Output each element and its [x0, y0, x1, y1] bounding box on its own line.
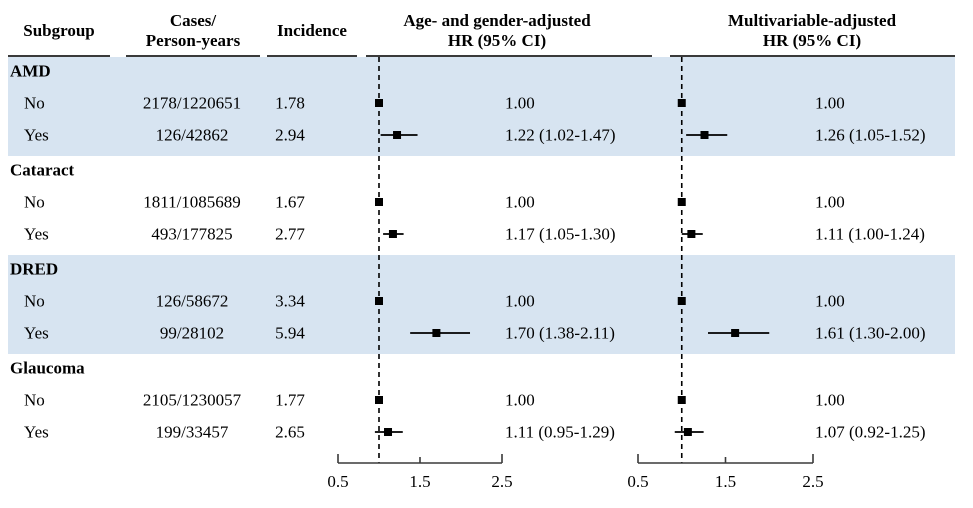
header-panel2-line2: HR (95% CI)	[762, 31, 862, 50]
row-cases: 493/177825	[151, 224, 233, 244]
forest-marker	[687, 230, 696, 238]
row-incidence: 1.67	[275, 192, 305, 212]
row-hr1-value: 1.11 (0.95-1.29)	[505, 422, 615, 442]
row-hr1-value: 1.17 (1.05-1.30)	[505, 224, 616, 244]
row-incidence: 2.65	[275, 422, 305, 442]
row-subgroup: Yes	[24, 323, 49, 343]
header-cases-line1: Cases/	[169, 11, 217, 30]
row-incidence: 3.34	[275, 291, 305, 311]
header-rule-incidence	[267, 55, 357, 57]
forest-marker	[677, 297, 686, 305]
row-cases: 2178/1220651	[142, 93, 242, 113]
forest-marker	[677, 198, 686, 206]
forest-marker	[384, 428, 393, 436]
row-subgroup: Yes	[24, 125, 49, 145]
forest-marker	[677, 99, 686, 107]
row-incidence: 5.94	[275, 323, 305, 343]
header-panel2-line1: Multivariable-adjusted	[727, 11, 897, 30]
forest-marker	[375, 396, 383, 404]
row-hr1-value: 1.00	[505, 192, 535, 212]
header-cases-line2: Person-years	[145, 31, 241, 50]
section-label: DRED	[10, 259, 59, 279]
row-subgroup: No	[24, 390, 45, 410]
row-hr2-value: 1.00	[815, 93, 845, 113]
axis-tick-label: 0.5	[327, 472, 348, 491]
row-incidence: 1.78	[275, 93, 305, 113]
row-hr1-value: 1.00	[505, 291, 535, 311]
row-hr2-value: 1.07 (0.92-1.25)	[815, 422, 926, 442]
header-rule-subgroup	[8, 55, 110, 57]
x-axis	[337, 454, 503, 464]
header-panel1-line2: HR (95% CI)	[447, 31, 547, 50]
forest-marker	[388, 230, 397, 238]
header-incidence: Incidence	[277, 21, 347, 40]
row-cases: 2105/1230057	[142, 390, 242, 410]
row-subgroup: No	[24, 291, 45, 311]
row-cases: 126/58672	[155, 291, 229, 311]
section-label: Glaucoma	[10, 358, 85, 378]
row-hr1-value: 1.00	[505, 93, 535, 113]
forest-marker	[432, 329, 441, 337]
section-label: AMD	[10, 61, 51, 81]
row-hr1-value: 1.22 (1.02-1.47)	[505, 125, 616, 145]
header-subgroup: Subgroup	[23, 21, 95, 40]
x-axis	[637, 454, 814, 464]
row-hr2-value: 1.61 (1.30-2.00)	[815, 323, 926, 343]
row-incidence: 1.77	[275, 390, 305, 410]
section-band	[8, 57, 955, 156]
row-hr2-value: 1.00	[815, 192, 845, 212]
section-band	[8, 255, 955, 354]
forest-marker	[700, 131, 709, 139]
forest-marker	[393, 131, 402, 139]
axis-tick-label: 1.5	[715, 472, 736, 491]
row-subgroup: Yes	[24, 422, 49, 442]
axis-tick-label: 0.5	[627, 472, 648, 491]
header-rule-panel1	[366, 55, 652, 57]
row-subgroup: Yes	[24, 224, 49, 244]
forest-marker	[677, 396, 686, 404]
forest-marker	[731, 329, 740, 337]
forest-marker	[375, 99, 383, 107]
row-cases: 199/33457	[155, 422, 229, 442]
forest-marker	[683, 428, 692, 436]
row-subgroup: No	[24, 93, 45, 113]
row-subgroup: No	[24, 192, 45, 212]
row-hr2-value: 1.00	[815, 291, 845, 311]
row-cases: 126/42862	[155, 125, 229, 145]
row-cases: 99/28102	[159, 323, 225, 343]
axis-tick-label: 2.5	[802, 472, 823, 491]
header-rule-cases	[126, 55, 260, 57]
header-panel1-line1: Age- and gender-adjusted	[403, 11, 591, 30]
section-label: Cataract	[10, 160, 75, 180]
row-incidence: 2.94	[275, 125, 305, 145]
row-hr1-value: 1.00	[505, 390, 535, 410]
row-hr2-value: 1.26 (1.05-1.52)	[815, 125, 926, 145]
axis-tick-label: 1.5	[409, 472, 430, 491]
row-cases: 1811/1085689	[143, 192, 241, 212]
row-hr2-value: 1.11 (1.00-1.24)	[815, 224, 925, 244]
forest-marker	[375, 198, 383, 206]
row-hr1-value: 1.70 (1.38-2.11)	[505, 323, 615, 343]
row-hr2-value: 1.00	[815, 390, 845, 410]
forest-marker	[375, 297, 383, 305]
axis-tick-label: 2.5	[491, 472, 512, 491]
header-rule-panel2	[670, 55, 955, 57]
row-incidence: 2.77	[275, 224, 305, 244]
